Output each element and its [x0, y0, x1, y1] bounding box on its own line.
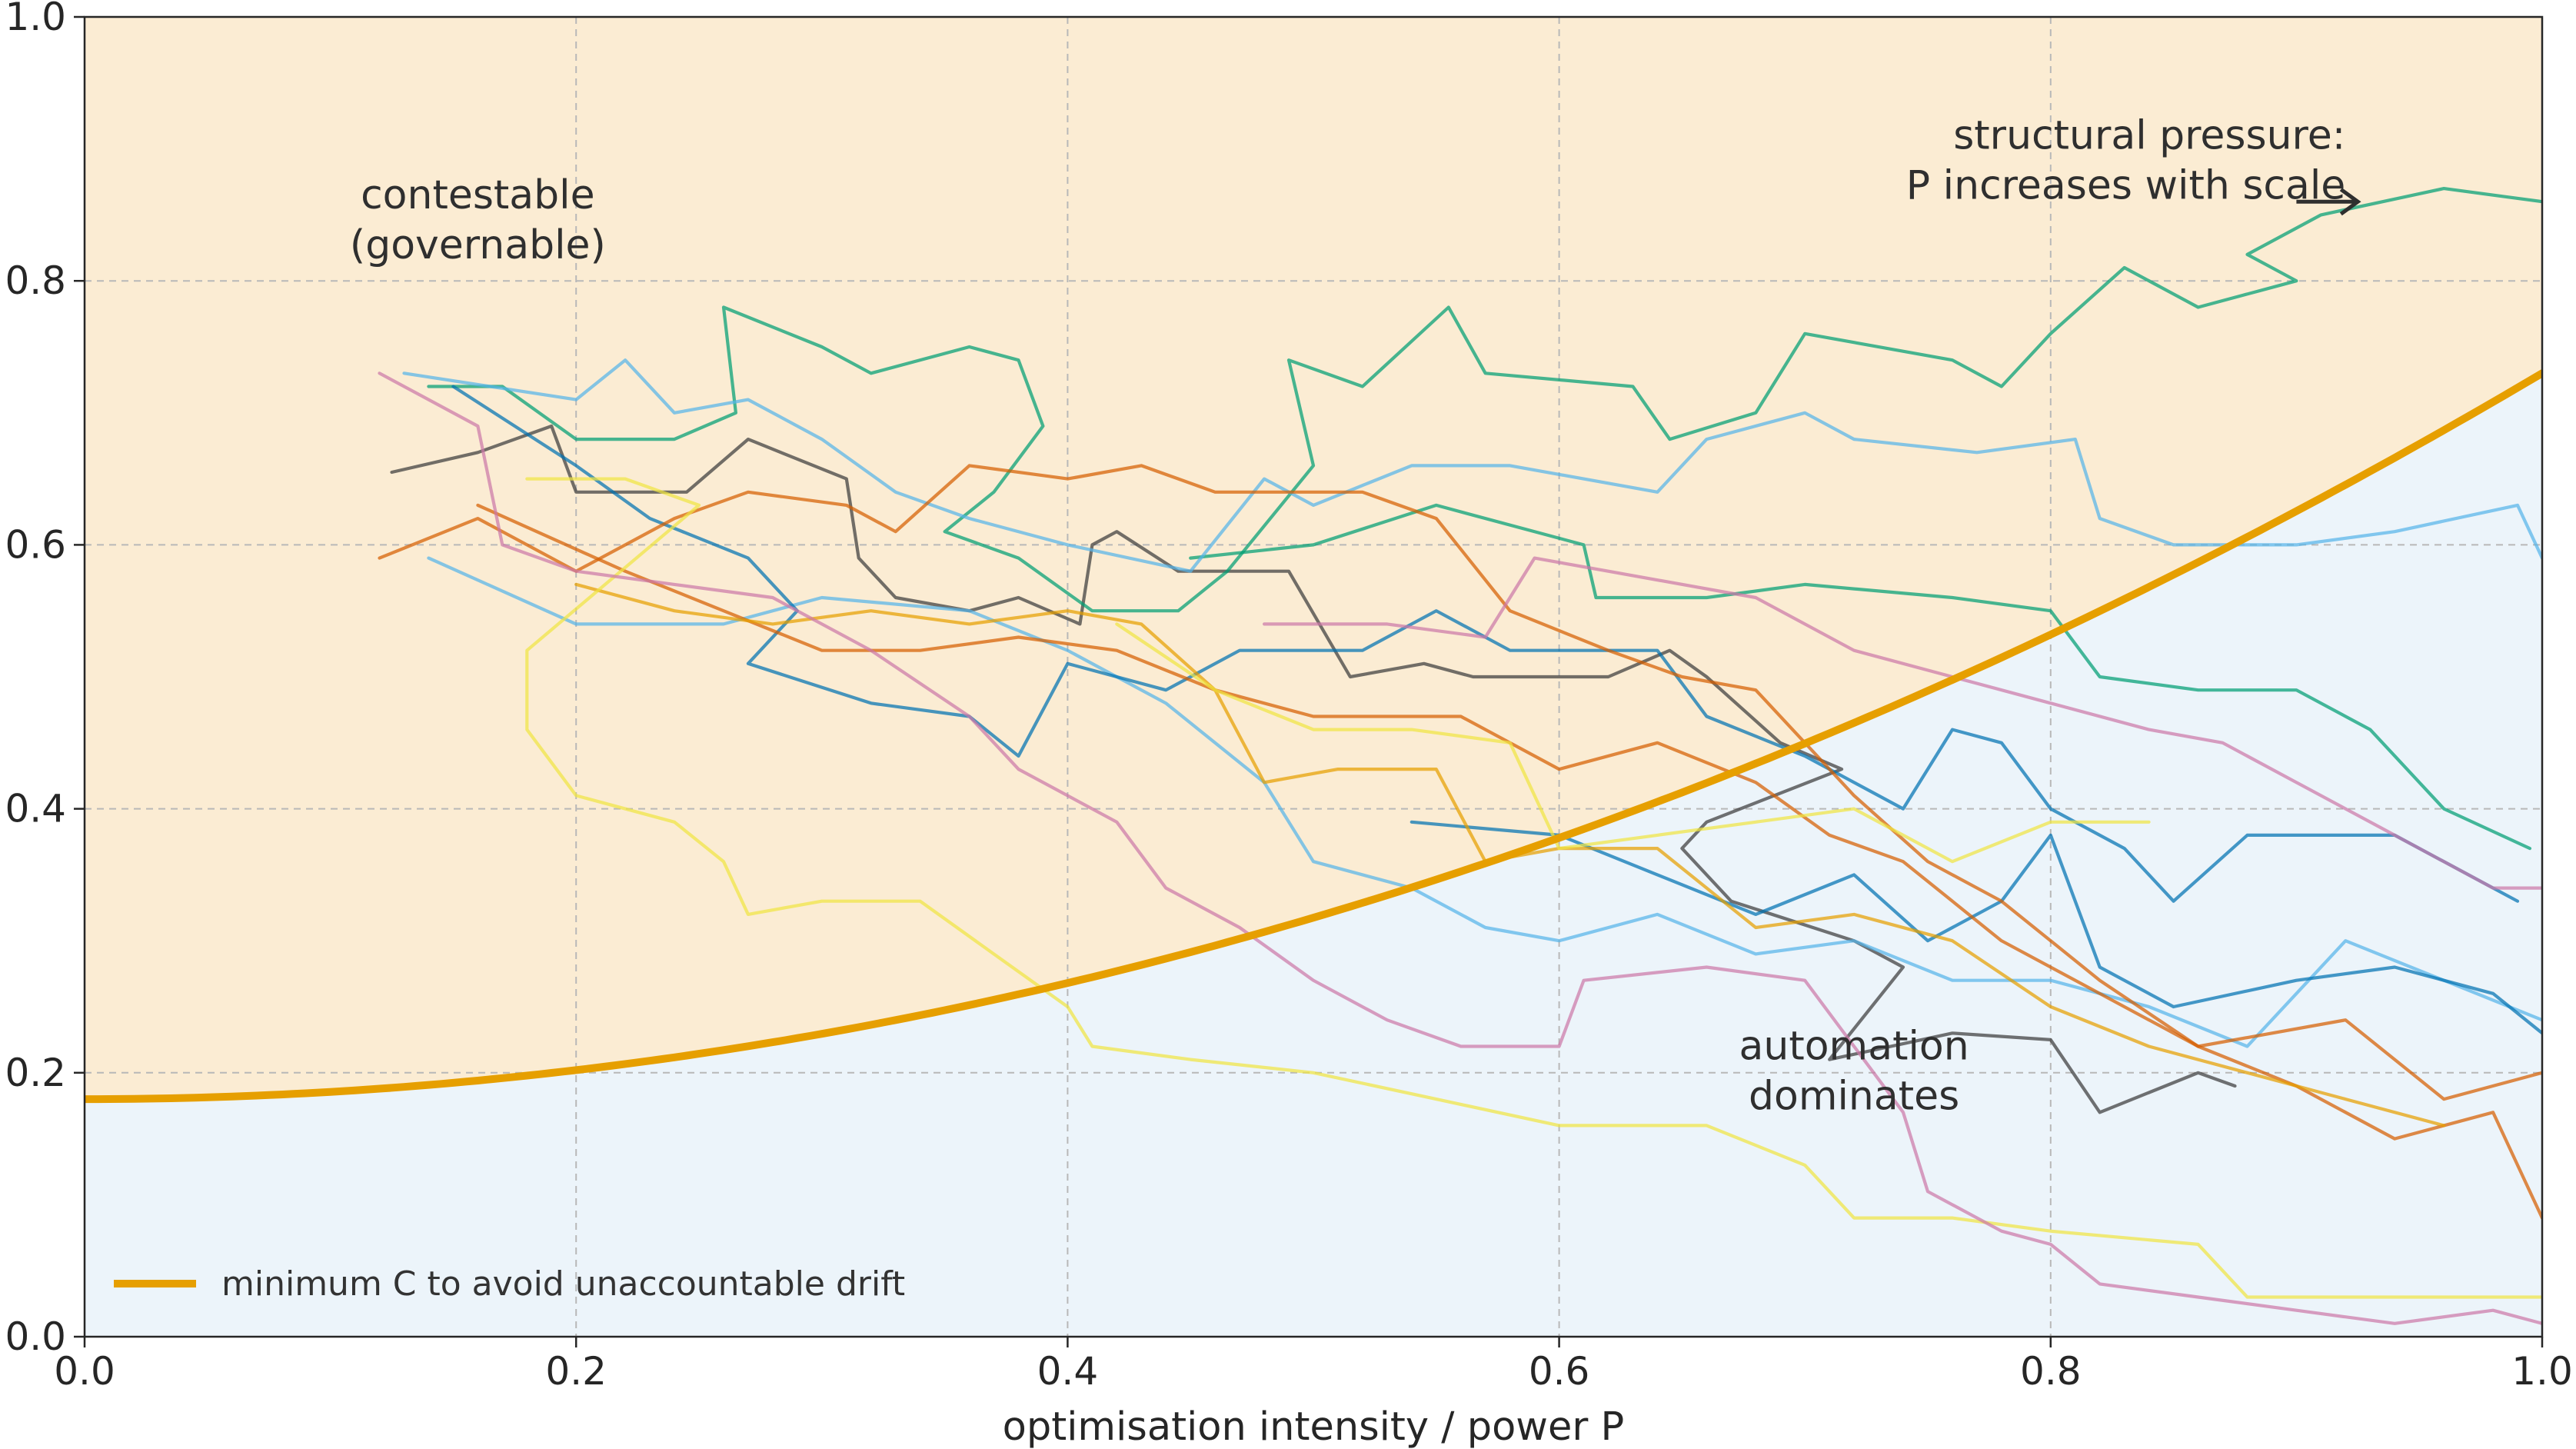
trajectory-line-12: [1115, 622, 2151, 864]
x-tick-label: 1.0: [2511, 1349, 2573, 1394]
boundary-layer: [85, 369, 2542, 1104]
x-tick-label: 0.6: [1529, 1349, 1590, 1394]
annotation-layer: contestable (governable) structural pressu…: [350, 113, 2361, 1120]
trajectory-line-3: [1189, 503, 2532, 851]
pressure-arrow-head: [2339, 188, 2361, 216]
trajectory-line-7: [1409, 820, 2542, 1035]
legend-label-boundary: minimum C to avoid unaccountable drift: [221, 1264, 905, 1304]
x-tick-label: 0.8: [2020, 1349, 2082, 1394]
annotation-contestable: contestable (governable): [350, 172, 606, 268]
y-tick-label: 1.0: [5, 0, 66, 39]
region-contestable: [85, 17, 2542, 1100]
legend: minimum C to avoid unaccountable drift: [114, 1264, 905, 1304]
trajectory-line-2: [427, 187, 2542, 613]
y-tick-label: 0.6: [5, 522, 66, 567]
trajectory-line-5: [427, 556, 2542, 1048]
y-tick-label: 0.2: [5, 1051, 66, 1095]
plot-frame: [83, 15, 2544, 1338]
annotation-structural-pressure: structural pressure: P increases with sca…: [1906, 113, 2346, 209]
grid-layer: [85, 17, 2542, 1337]
tick-layer: 0.0 0.2 0.4 0.6 0.8 1.0 0.0 0.2 0.4 0.6 0.8 1.0: [5, 0, 2572, 1394]
region-layer: [85, 17, 2542, 1337]
annotation-automation: automation dominates: [1739, 1024, 1969, 1120]
boundary-curve: [85, 369, 2542, 1104]
x-tick-label: 0.2: [545, 1349, 607, 1394]
region-automation: [85, 373, 2542, 1337]
trajectory-line-11: [525, 477, 2542, 1299]
axes-spines: [83, 15, 2544, 1338]
trajectory-line-4: [402, 358, 2542, 573]
y-tick-label: 0.8: [5, 258, 66, 303]
series-layer: [378, 187, 2542, 1325]
trajectory-line-8: [378, 464, 2542, 1101]
x-tick-label: 0.4: [1037, 1349, 1099, 1394]
y-tick-label: 0.4: [5, 787, 66, 831]
trajectory-line-10: [574, 582, 2446, 1128]
trajectory-line-1: [390, 424, 2237, 1114]
trajectory-line-6: [451, 385, 2520, 903]
trajectory-line-13: [378, 371, 2542, 1325]
x-tick-label: 0.0: [54, 1349, 115, 1394]
y-tick-label: 0.0: [5, 1314, 66, 1359]
x-axis-title: optimisation intensity / power P: [1003, 1404, 1625, 1449]
